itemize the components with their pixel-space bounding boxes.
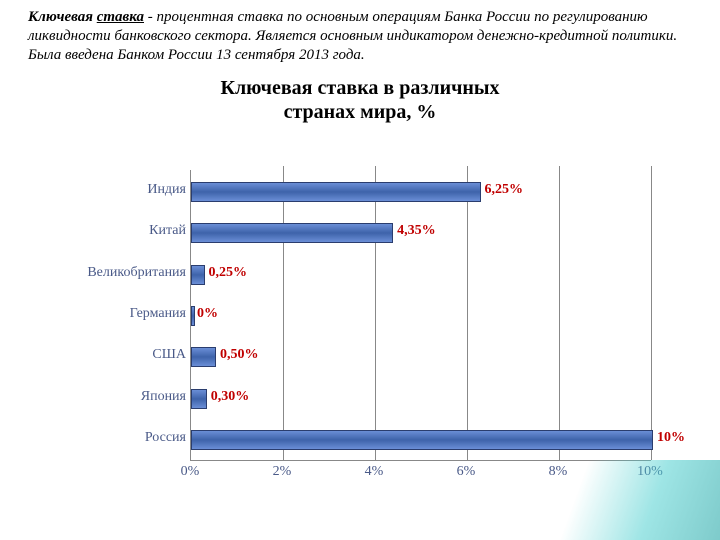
y-axis-labels: Индия Китай Великобритания Германия США Япони… bbox=[70, 170, 186, 460]
gridline bbox=[559, 166, 560, 460]
intro-lead-underline: ставка bbox=[97, 9, 144, 25]
gridline bbox=[467, 166, 468, 460]
intro-paragraph: Ключевая ставка - процентная ставка по о… bbox=[0, 0, 720, 68]
intro-lead-bold: Ключевая bbox=[28, 9, 97, 25]
bar bbox=[191, 223, 393, 243]
value-label: 0,50% bbox=[220, 347, 259, 363]
bar bbox=[191, 265, 205, 285]
slide: Ключевая ставка - процентная ставка по о… bbox=[0, 0, 720, 540]
value-label: 6,25% bbox=[485, 182, 524, 198]
bar bbox=[191, 347, 216, 367]
x-tick-label: 8% bbox=[549, 464, 568, 480]
x-tick-label: 10% bbox=[637, 464, 663, 480]
bar bbox=[191, 182, 481, 202]
gridline bbox=[651, 166, 652, 460]
category-label: Россия bbox=[70, 430, 186, 446]
value-label: 0% bbox=[197, 306, 218, 322]
category-label: Индия bbox=[70, 182, 186, 198]
chart-title-line2: странах мира, % bbox=[0, 100, 720, 124]
x-tick-label: 4% bbox=[365, 464, 384, 480]
value-label: 4,35% bbox=[397, 223, 436, 239]
chart-title: Ключевая ставка в различных странах мира… bbox=[0, 76, 720, 124]
chart-title-line1: Ключевая ставка в различных bbox=[0, 76, 720, 100]
x-tick-label: 0% bbox=[181, 464, 200, 480]
chart-area: Индия Китай Великобритания Германия США Япони… bbox=[70, 170, 670, 500]
category-label: Великобритания bbox=[70, 265, 186, 281]
bar bbox=[191, 430, 653, 450]
x-tick-label: 6% bbox=[457, 464, 476, 480]
x-tick-label: 2% bbox=[273, 464, 292, 480]
category-label: Германия bbox=[70, 306, 186, 322]
bar bbox=[191, 306, 195, 326]
category-label: Китай bbox=[70, 223, 186, 239]
category-label: США bbox=[70, 347, 186, 363]
x-axis-labels: 0%2%4%6%8%10% bbox=[190, 464, 650, 484]
gridline bbox=[283, 166, 284, 460]
gridline bbox=[375, 166, 376, 460]
value-label: 0,25% bbox=[209, 265, 248, 281]
bar bbox=[191, 389, 207, 409]
value-label: 0,30% bbox=[211, 389, 250, 405]
value-label: 10% bbox=[657, 430, 685, 446]
plot-area: 6,25%4,35%0,25%0%0,50%0,30%10% bbox=[190, 170, 651, 461]
category-label: Япония bbox=[70, 389, 186, 405]
